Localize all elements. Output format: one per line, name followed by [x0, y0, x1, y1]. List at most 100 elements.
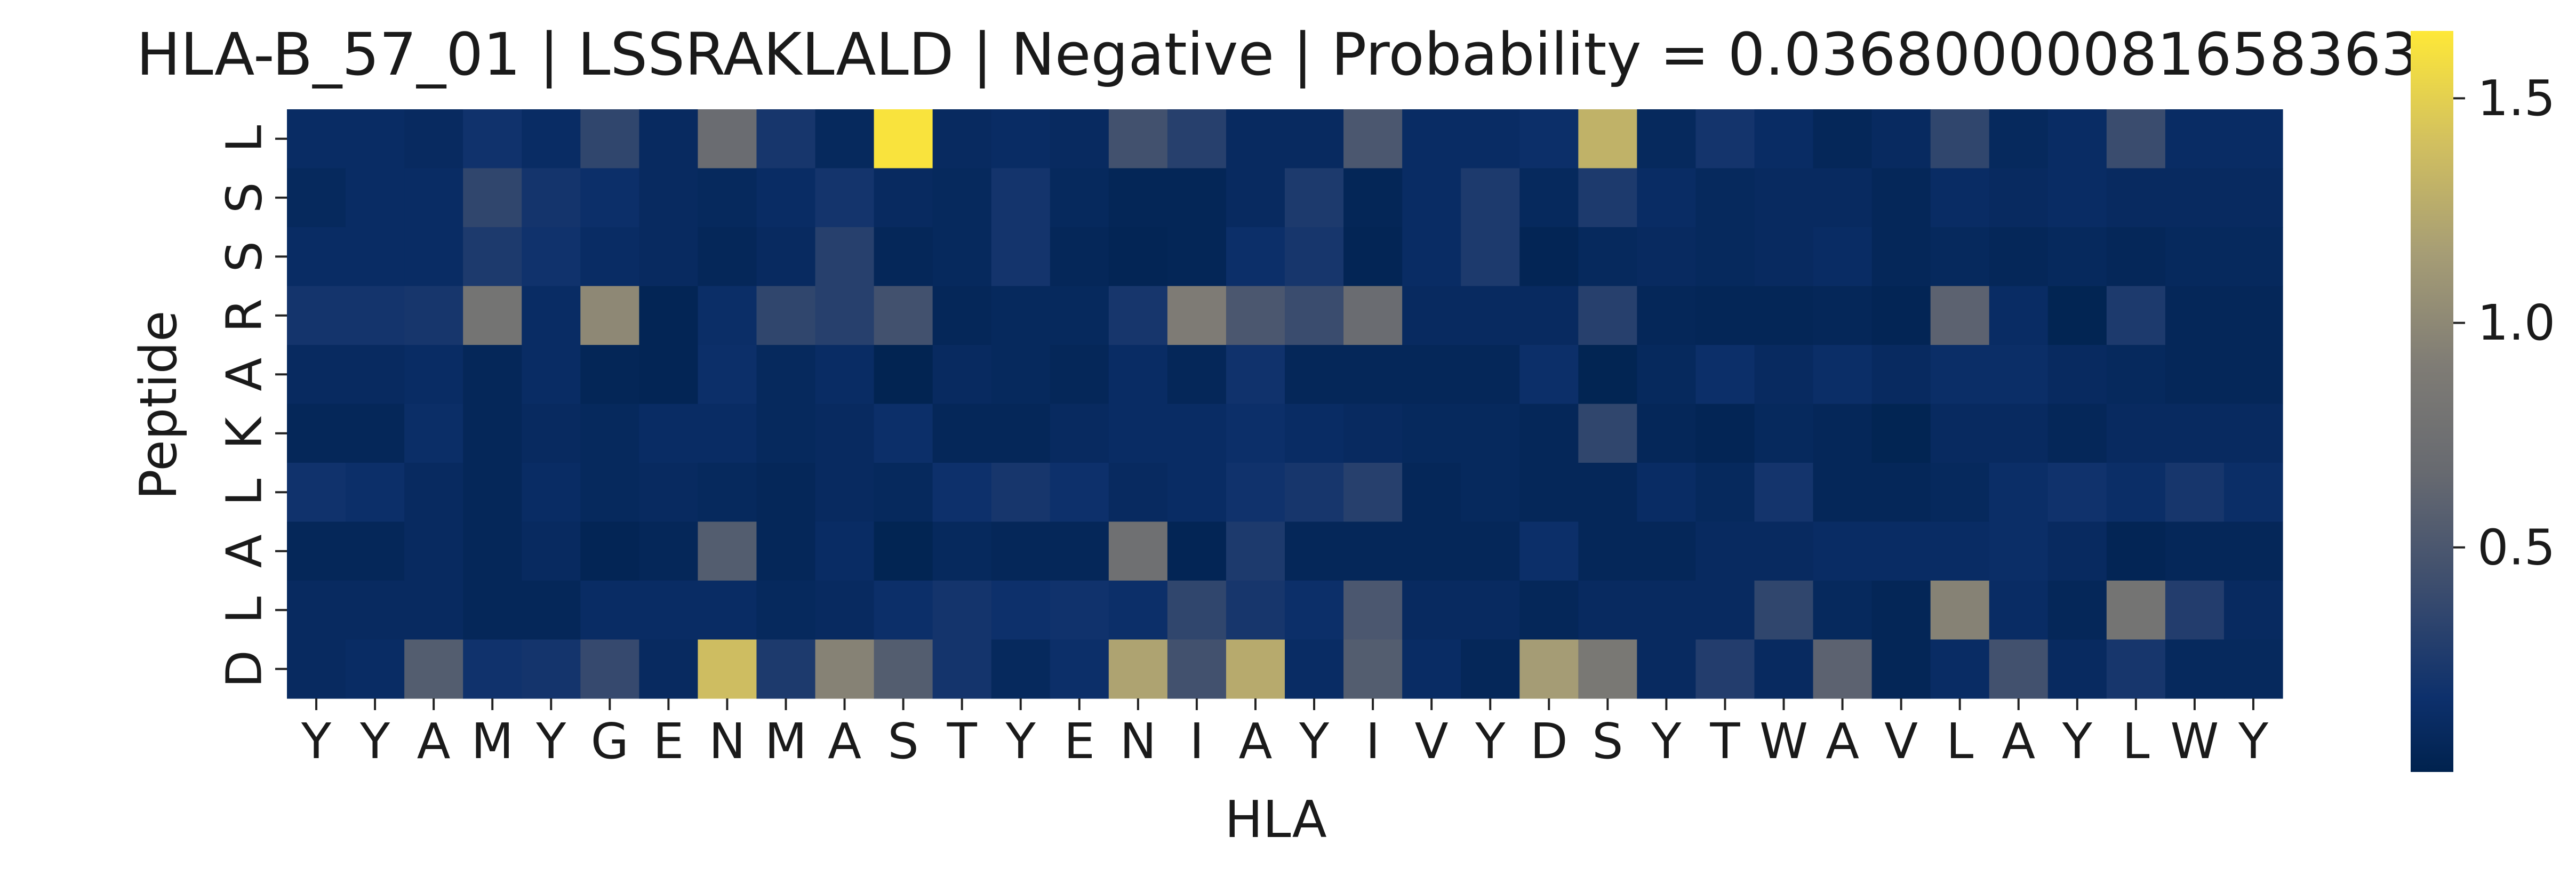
heatmap-cell	[1871, 581, 1931, 640]
heatmap-cell	[1871, 345, 1931, 405]
heatmap-cell	[932, 463, 992, 522]
heatmap-cell	[698, 463, 757, 522]
heatmap-cell	[698, 109, 757, 169]
heatmap-cell	[815, 168, 875, 228]
heatmap-cell	[1167, 286, 1227, 345]
heatmap-cell	[1285, 227, 1344, 287]
heatmap-cell	[874, 581, 933, 640]
heatmap-cell	[1695, 109, 1755, 169]
x-tick-label: Y	[359, 713, 390, 770]
heatmap-cell	[991, 639, 1051, 699]
heatmap-cell	[1754, 286, 1814, 345]
heatmap-cell	[1343, 109, 1403, 169]
heatmap-cell	[874, 345, 933, 405]
heatmap-cell	[1108, 463, 1168, 522]
heatmap-cell	[874, 168, 933, 228]
heatmap-cell	[1285, 521, 1344, 581]
heatmap-cell	[1637, 227, 1697, 287]
heatmap-cell	[1989, 581, 2049, 640]
heatmap-cell	[463, 521, 522, 581]
x-tick-label: W	[1759, 713, 1808, 770]
heatmap-cell	[1754, 227, 1814, 287]
heatmap-cell	[1637, 345, 1697, 405]
heatmap-cell	[1108, 639, 1168, 699]
heatmap-cell	[1167, 345, 1227, 405]
heatmap-cell	[2223, 168, 2283, 228]
heatmap-cell	[2165, 581, 2225, 640]
x-axis-label: HLA	[1225, 791, 1327, 849]
heatmap-cell	[346, 227, 405, 287]
heatmap-cell	[815, 581, 875, 640]
heatmap-cell	[639, 109, 699, 169]
heatmap-cell	[404, 227, 463, 287]
heatmap-cell	[1637, 581, 1697, 640]
x-tick-label: S	[1592, 713, 1623, 770]
heatmap-cell	[991, 581, 1051, 640]
y-tick-label: S	[216, 182, 273, 213]
heatmap-cell	[1108, 521, 1168, 581]
heatmap-cell	[756, 286, 816, 345]
heatmap-cell	[1402, 168, 1461, 228]
heatmap-cell	[991, 286, 1051, 345]
heatmap-cell	[1813, 109, 1873, 169]
heatmap-cell	[1050, 286, 1109, 345]
heatmap-cell	[2165, 521, 2225, 581]
heatmap-cell	[1754, 109, 1814, 169]
heatmap-cell	[404, 109, 463, 169]
heatmap-cell	[698, 404, 757, 463]
heatmap-cell	[2165, 227, 2225, 287]
x-tick-label: A	[2002, 713, 2035, 770]
heatmap-cell	[874, 463, 933, 522]
heatmap-cell	[2106, 168, 2166, 228]
heatmap-cell	[1108, 581, 1168, 640]
heatmap-cell	[1871, 463, 1931, 522]
y-tick-label: S	[216, 241, 273, 272]
x-tick-label: V	[1415, 713, 1449, 770]
heatmap-cell	[1519, 227, 1579, 287]
heatmap-cell	[346, 404, 405, 463]
heatmap-cell	[1578, 286, 1637, 345]
heatmap-cell	[1989, 168, 2049, 228]
heatmap-cell	[1813, 639, 1873, 699]
heatmap-cell	[1226, 463, 1285, 522]
heatmap-cell	[698, 581, 757, 640]
heatmap-cell	[2106, 404, 2166, 463]
heatmap-cell	[522, 168, 581, 228]
heatmap-cell	[1226, 521, 1285, 581]
heatmap-cell	[1461, 463, 1520, 522]
heatmap-cell	[756, 109, 816, 169]
heatmap-cell	[1930, 286, 1990, 345]
heatmap-cell	[756, 581, 816, 640]
heatmap-cell	[1285, 345, 1344, 405]
x-tick-label: T	[1709, 713, 1740, 770]
heatmap-cell	[991, 345, 1051, 405]
heatmap-cell	[1695, 168, 1755, 228]
heatmap-cell	[463, 227, 522, 287]
heatmap-cell	[2106, 345, 2166, 405]
heatmap-cell	[1695, 463, 1755, 522]
heatmap-cell	[2047, 463, 2107, 522]
heatmap-cell	[1930, 581, 1990, 640]
heatmap-cell	[991, 404, 1051, 463]
x-tick-label: L	[2122, 713, 2149, 770]
heatmap-cell	[1754, 581, 1814, 640]
heatmap-cell	[1050, 521, 1109, 581]
x-tick-label: A	[828, 713, 861, 770]
heatmap-cell	[1578, 463, 1637, 522]
heatmap-cell	[639, 168, 699, 228]
heatmap-cell	[522, 521, 581, 581]
x-tick-label: D	[1530, 713, 1568, 770]
heatmap-cell	[1343, 521, 1403, 581]
heatmap-cell	[1637, 286, 1697, 345]
heatmap-cell	[1285, 463, 1344, 522]
x-tick-label: M	[471, 713, 514, 770]
heatmap-cell	[639, 639, 699, 699]
heatmap-cell	[463, 463, 522, 522]
heatmap-cell	[1989, 345, 2049, 405]
heatmap-cell	[756, 345, 816, 405]
heatmap-cell	[1461, 404, 1520, 463]
heatmap-cell	[463, 404, 522, 463]
heatmap-cell	[1050, 639, 1109, 699]
heatmap-cell	[815, 345, 875, 405]
heatmap-cell	[1813, 345, 1873, 405]
